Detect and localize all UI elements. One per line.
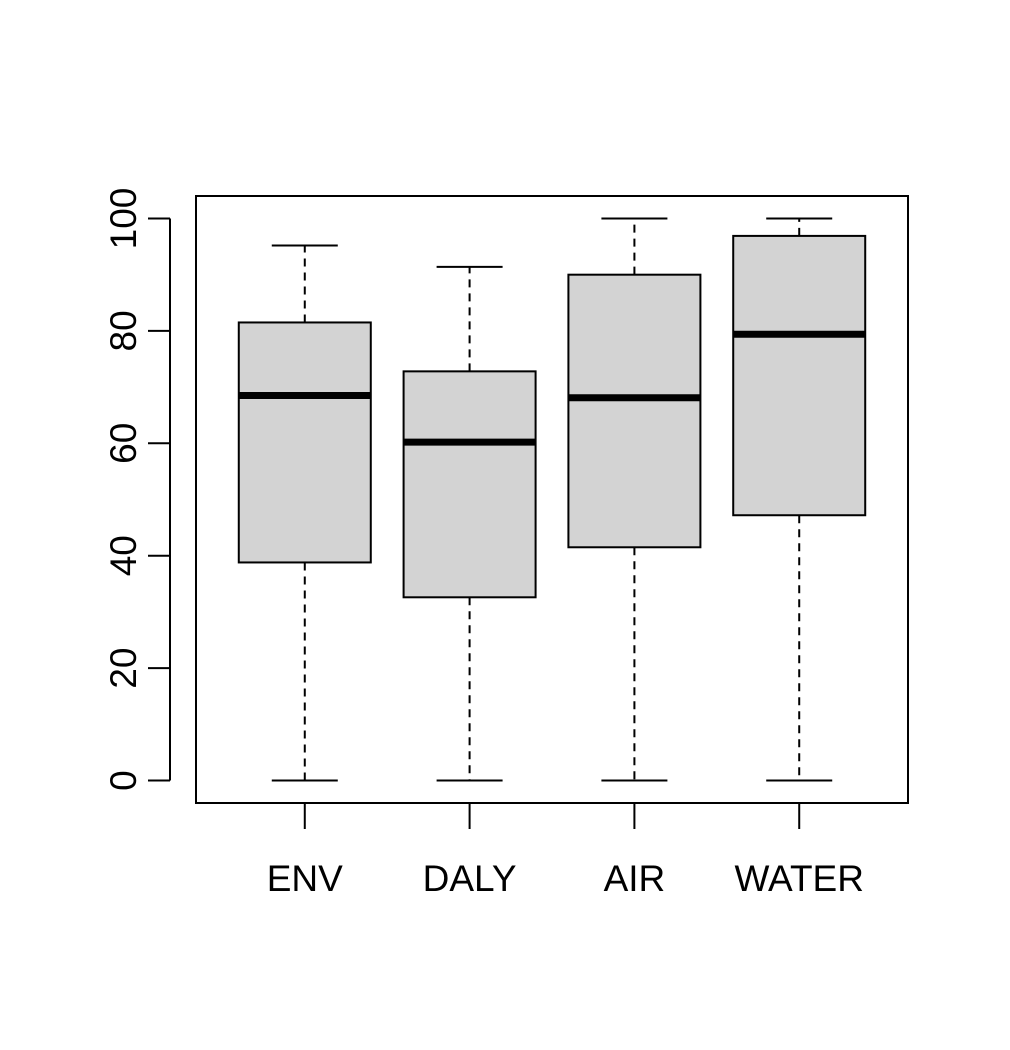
y-tick-label: 0 bbox=[103, 770, 144, 791]
box-env bbox=[237, 244, 372, 782]
box-daly bbox=[402, 265, 537, 782]
y-axis: 0 20 40 60 80 100 bbox=[103, 188, 171, 791]
y-tick-label: 80 bbox=[103, 310, 144, 351]
x-axis: ENV DALY AIR WATER bbox=[267, 803, 864, 899]
x-tick-label: WATER bbox=[734, 858, 863, 899]
box-air bbox=[567, 217, 702, 782]
y-tick-label: 100 bbox=[103, 188, 144, 250]
y-tick-label: 20 bbox=[103, 648, 144, 689]
x-tick-label: AIR bbox=[604, 858, 666, 899]
x-tick-label: ENV bbox=[267, 858, 343, 899]
iqr-box bbox=[732, 234, 867, 517]
plot-frame bbox=[195, 195, 909, 804]
box-water bbox=[732, 217, 867, 782]
y-tick-label: 60 bbox=[103, 423, 144, 464]
iqr-box bbox=[567, 273, 702, 549]
y-tick-label: 40 bbox=[103, 535, 144, 576]
iqr-box bbox=[402, 370, 537, 599]
iqr-box bbox=[237, 321, 372, 564]
box-series bbox=[237, 217, 867, 782]
x-tick-label: DALY bbox=[423, 858, 517, 899]
